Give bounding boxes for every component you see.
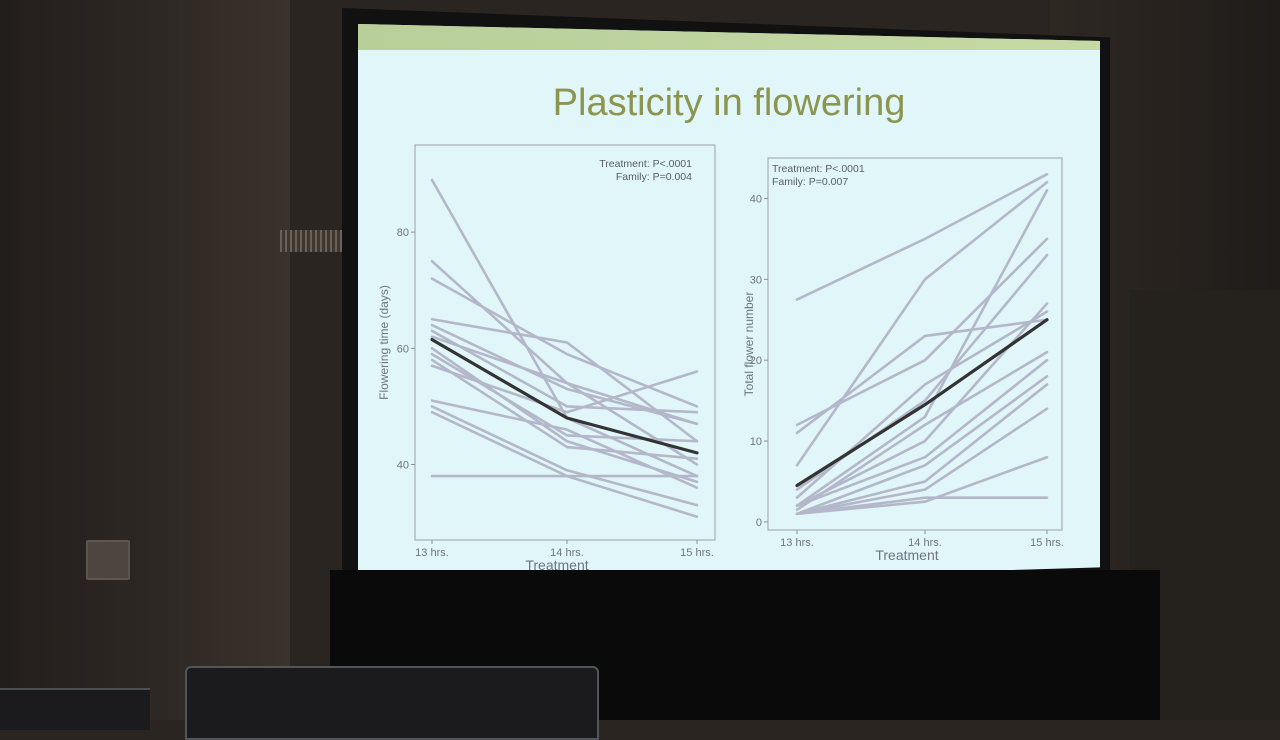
y-tick-label: 0 <box>756 517 762 529</box>
chart-1: 40 60 80 13 hrs. 14 hrs. 15 hrs. Treatment Flow… <box>377 144 716 573</box>
slide-charts: 40 60 80 13 hrs. 14 hrs. 15 hrs. Treatment Flow… <box>377 144 1064 573</box>
family-line <box>795 383 1049 516</box>
x-tick-label: 14 hrs. <box>550 547 584 559</box>
family-line <box>795 237 1049 427</box>
y-tick-label: 40 <box>750 193 762 205</box>
family-line <box>430 323 699 426</box>
family-line <box>795 180 1049 467</box>
stats-annotation: Family: P=0.004 <box>616 171 692 183</box>
y-tick-label: 10 <box>750 436 762 448</box>
chair-back <box>185 666 599 740</box>
mean-line <box>430 337 699 455</box>
y-tick-label: 80 <box>397 227 409 239</box>
plot-frame <box>414 144 716 541</box>
x-axis-label: Treatment <box>875 547 938 563</box>
family-line <box>795 172 1049 301</box>
x-tick-label: 13 hrs. <box>415 547 449 559</box>
y-tick-label: 40 <box>397 459 409 471</box>
family-line <box>795 358 1049 508</box>
family-line <box>795 318 1049 435</box>
family-line <box>430 317 699 443</box>
mean-line <box>795 318 1049 488</box>
family-line <box>430 358 699 460</box>
chair-back-left <box>0 688 150 730</box>
family-line <box>430 335 699 426</box>
family-line <box>795 496 1049 516</box>
family-line <box>795 189 1049 508</box>
family-line <box>795 253 1049 491</box>
x-axis-label: Treatment <box>525 557 588 573</box>
y-axis-label: Flowering time (days) <box>377 285 391 400</box>
y-tick-label: 60 <box>397 343 409 355</box>
chart-2: 0 10 20 30 40 13 hrs. 14 hrs. 15 hrs. Treatment T… <box>742 157 1064 563</box>
family-line <box>430 405 699 507</box>
x-tick-label: 13 hrs. <box>780 537 814 549</box>
projected-slide: Plasticity in flowering <box>358 24 1100 590</box>
x-tick-label: 15 hrs. <box>1030 537 1064 549</box>
family-line <box>795 455 1049 516</box>
wall-switch-plate <box>86 540 130 580</box>
wall-vent <box>280 230 360 252</box>
family-line <box>795 407 1049 516</box>
family-line <box>430 277 699 408</box>
y-tick-label: 20 <box>750 355 762 367</box>
stats-annotation: Treatment: P<.0001 <box>599 158 692 170</box>
stats-annotation: Treatment: P<.0001 <box>772 163 865 175</box>
y-axis-label: Total flower number <box>742 292 756 397</box>
stats-annotation: Family: P=0.007 <box>772 176 848 188</box>
family-line <box>430 347 699 484</box>
x-tick-label: 14 hrs. <box>908 537 942 549</box>
family-line <box>430 364 699 414</box>
x-tick-label: 15 hrs. <box>680 547 714 559</box>
y-tick-label: 30 <box>750 274 762 286</box>
room-wall-left <box>0 0 290 720</box>
family-line <box>795 350 1049 512</box>
plot-frame <box>767 157 1063 531</box>
family-line <box>795 375 1049 516</box>
slide-title: Plasticity in flowering <box>552 82 906 124</box>
